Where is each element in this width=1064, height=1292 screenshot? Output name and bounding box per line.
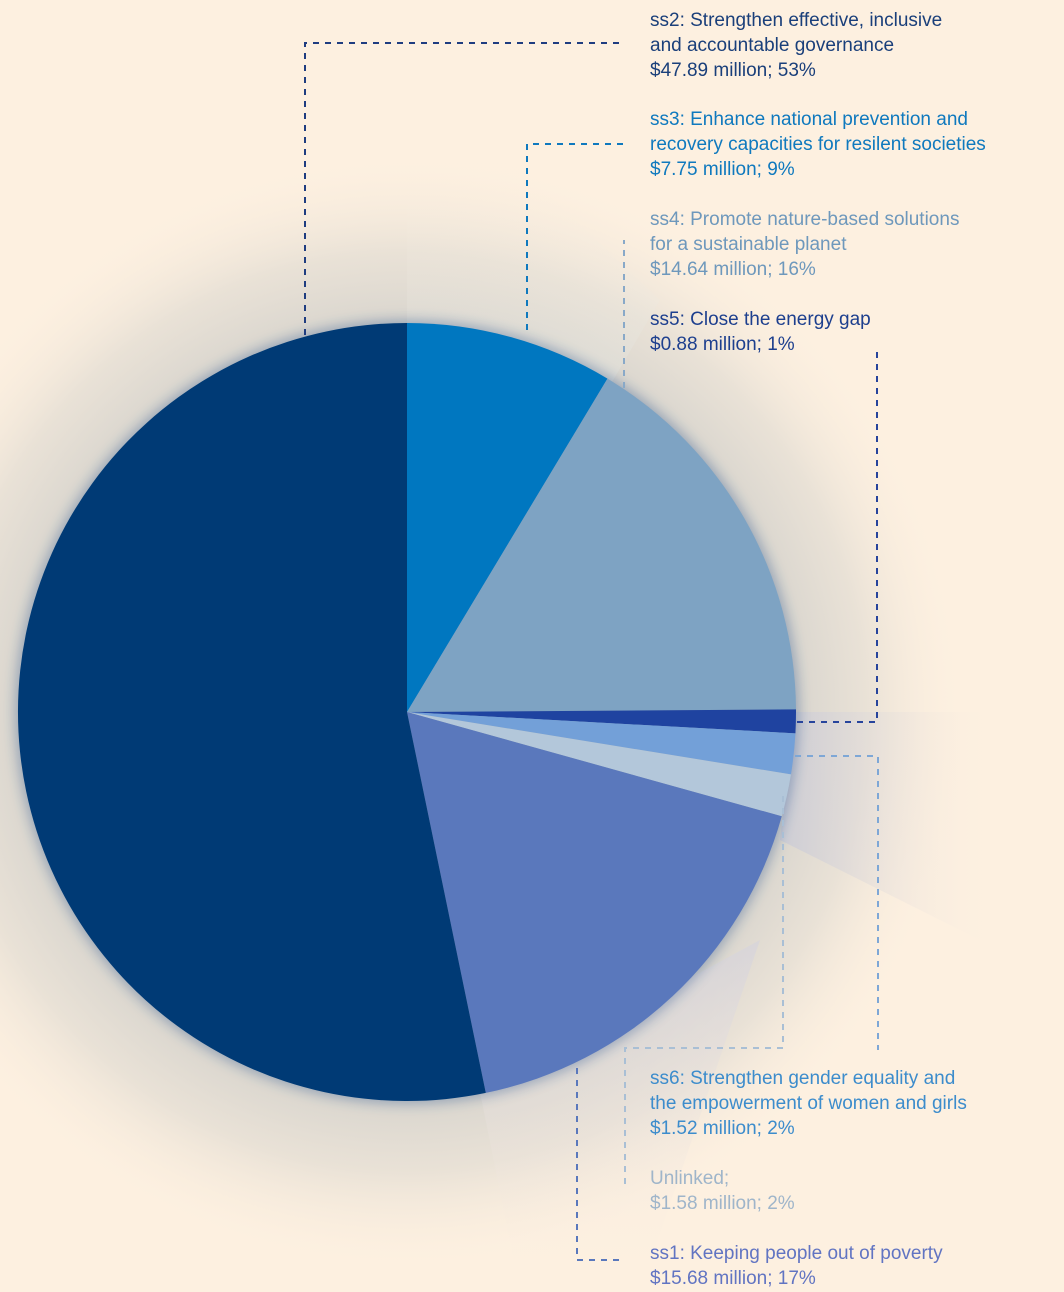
label-ss5-value: $0.88 million; 1% xyxy=(650,334,795,355)
pie-slice-ss3 xyxy=(407,323,608,712)
pie-slice-ss1 xyxy=(407,712,782,1093)
label-ss6-line2: the empowerment of women and girls xyxy=(650,1093,967,1114)
label-ss6-value: $1.52 million; 2% xyxy=(650,1118,795,1139)
label-ss4-line2: for a sustainable planet xyxy=(650,234,847,255)
label-ss4: ss4: Promote nature-based solutions for … xyxy=(650,207,1060,282)
label-ss4-value: $14.64 million; 16% xyxy=(650,259,816,280)
label-ss2-line1: ss2: Strengthen effective, inclusive xyxy=(650,10,943,31)
label-ss5: ss5: Close the energy gap $0.88 million;… xyxy=(650,307,1060,357)
label-unlinked-value: $1.58 million; 2% xyxy=(650,1193,795,1214)
beam-right xyxy=(780,712,1000,950)
label-ss1: ss1: Keeping people out of poverty $15.6… xyxy=(650,1241,1060,1291)
label-ss2-line2: and accountable governance xyxy=(650,35,895,56)
pie-slice-ss4 xyxy=(407,378,796,712)
leader-ss5 xyxy=(797,350,878,723)
label-ss1-line1: ss1: Keeping people out of poverty xyxy=(650,1243,943,1264)
pie-slice-unlinked xyxy=(407,712,791,817)
label-ss2-value: $47.89 million; 53% xyxy=(650,60,816,81)
label-ss4-line1: ss4: Promote nature-based solutions xyxy=(650,209,960,230)
leader-unlinked xyxy=(624,796,784,1188)
pie-slice-ss5 xyxy=(407,709,796,734)
leader-ss3 xyxy=(526,143,625,330)
label-ss3-value: $7.75 million; 9% xyxy=(650,159,795,180)
label-ss3-line2: recovery capacities for resilent societi… xyxy=(650,134,986,155)
label-ss6-line1: ss6: Strengthen gender equality and xyxy=(650,1068,956,1089)
label-ss1-value: $15.68 million; 17% xyxy=(650,1268,816,1289)
label-ss3-line1: ss3: Enhance national prevention and xyxy=(650,109,968,130)
leader-ss2 xyxy=(304,42,625,335)
pie-slices xyxy=(17,323,796,1101)
beam-bottom xyxy=(480,940,760,1292)
label-unlinked: Unlinked; $1.58 million; 2% xyxy=(650,1166,1060,1216)
label-ss6: ss6: Strengthen gender equality and the … xyxy=(650,1066,1060,1141)
pie-slice-ss2 xyxy=(17,323,486,1101)
leader-ss6 xyxy=(795,755,879,1050)
label-unlinked-line1: Unlinked; xyxy=(650,1168,730,1189)
label-ss5-line1: ss5: Close the energy gap xyxy=(650,309,871,330)
pie-slice-ss6 xyxy=(407,712,796,775)
label-ss3: ss3: Enhance national prevention and rec… xyxy=(650,107,1060,182)
leader-ss1 xyxy=(576,1068,625,1261)
label-ss2: ss2: Strengthen effective, inclusive and… xyxy=(650,8,1060,83)
